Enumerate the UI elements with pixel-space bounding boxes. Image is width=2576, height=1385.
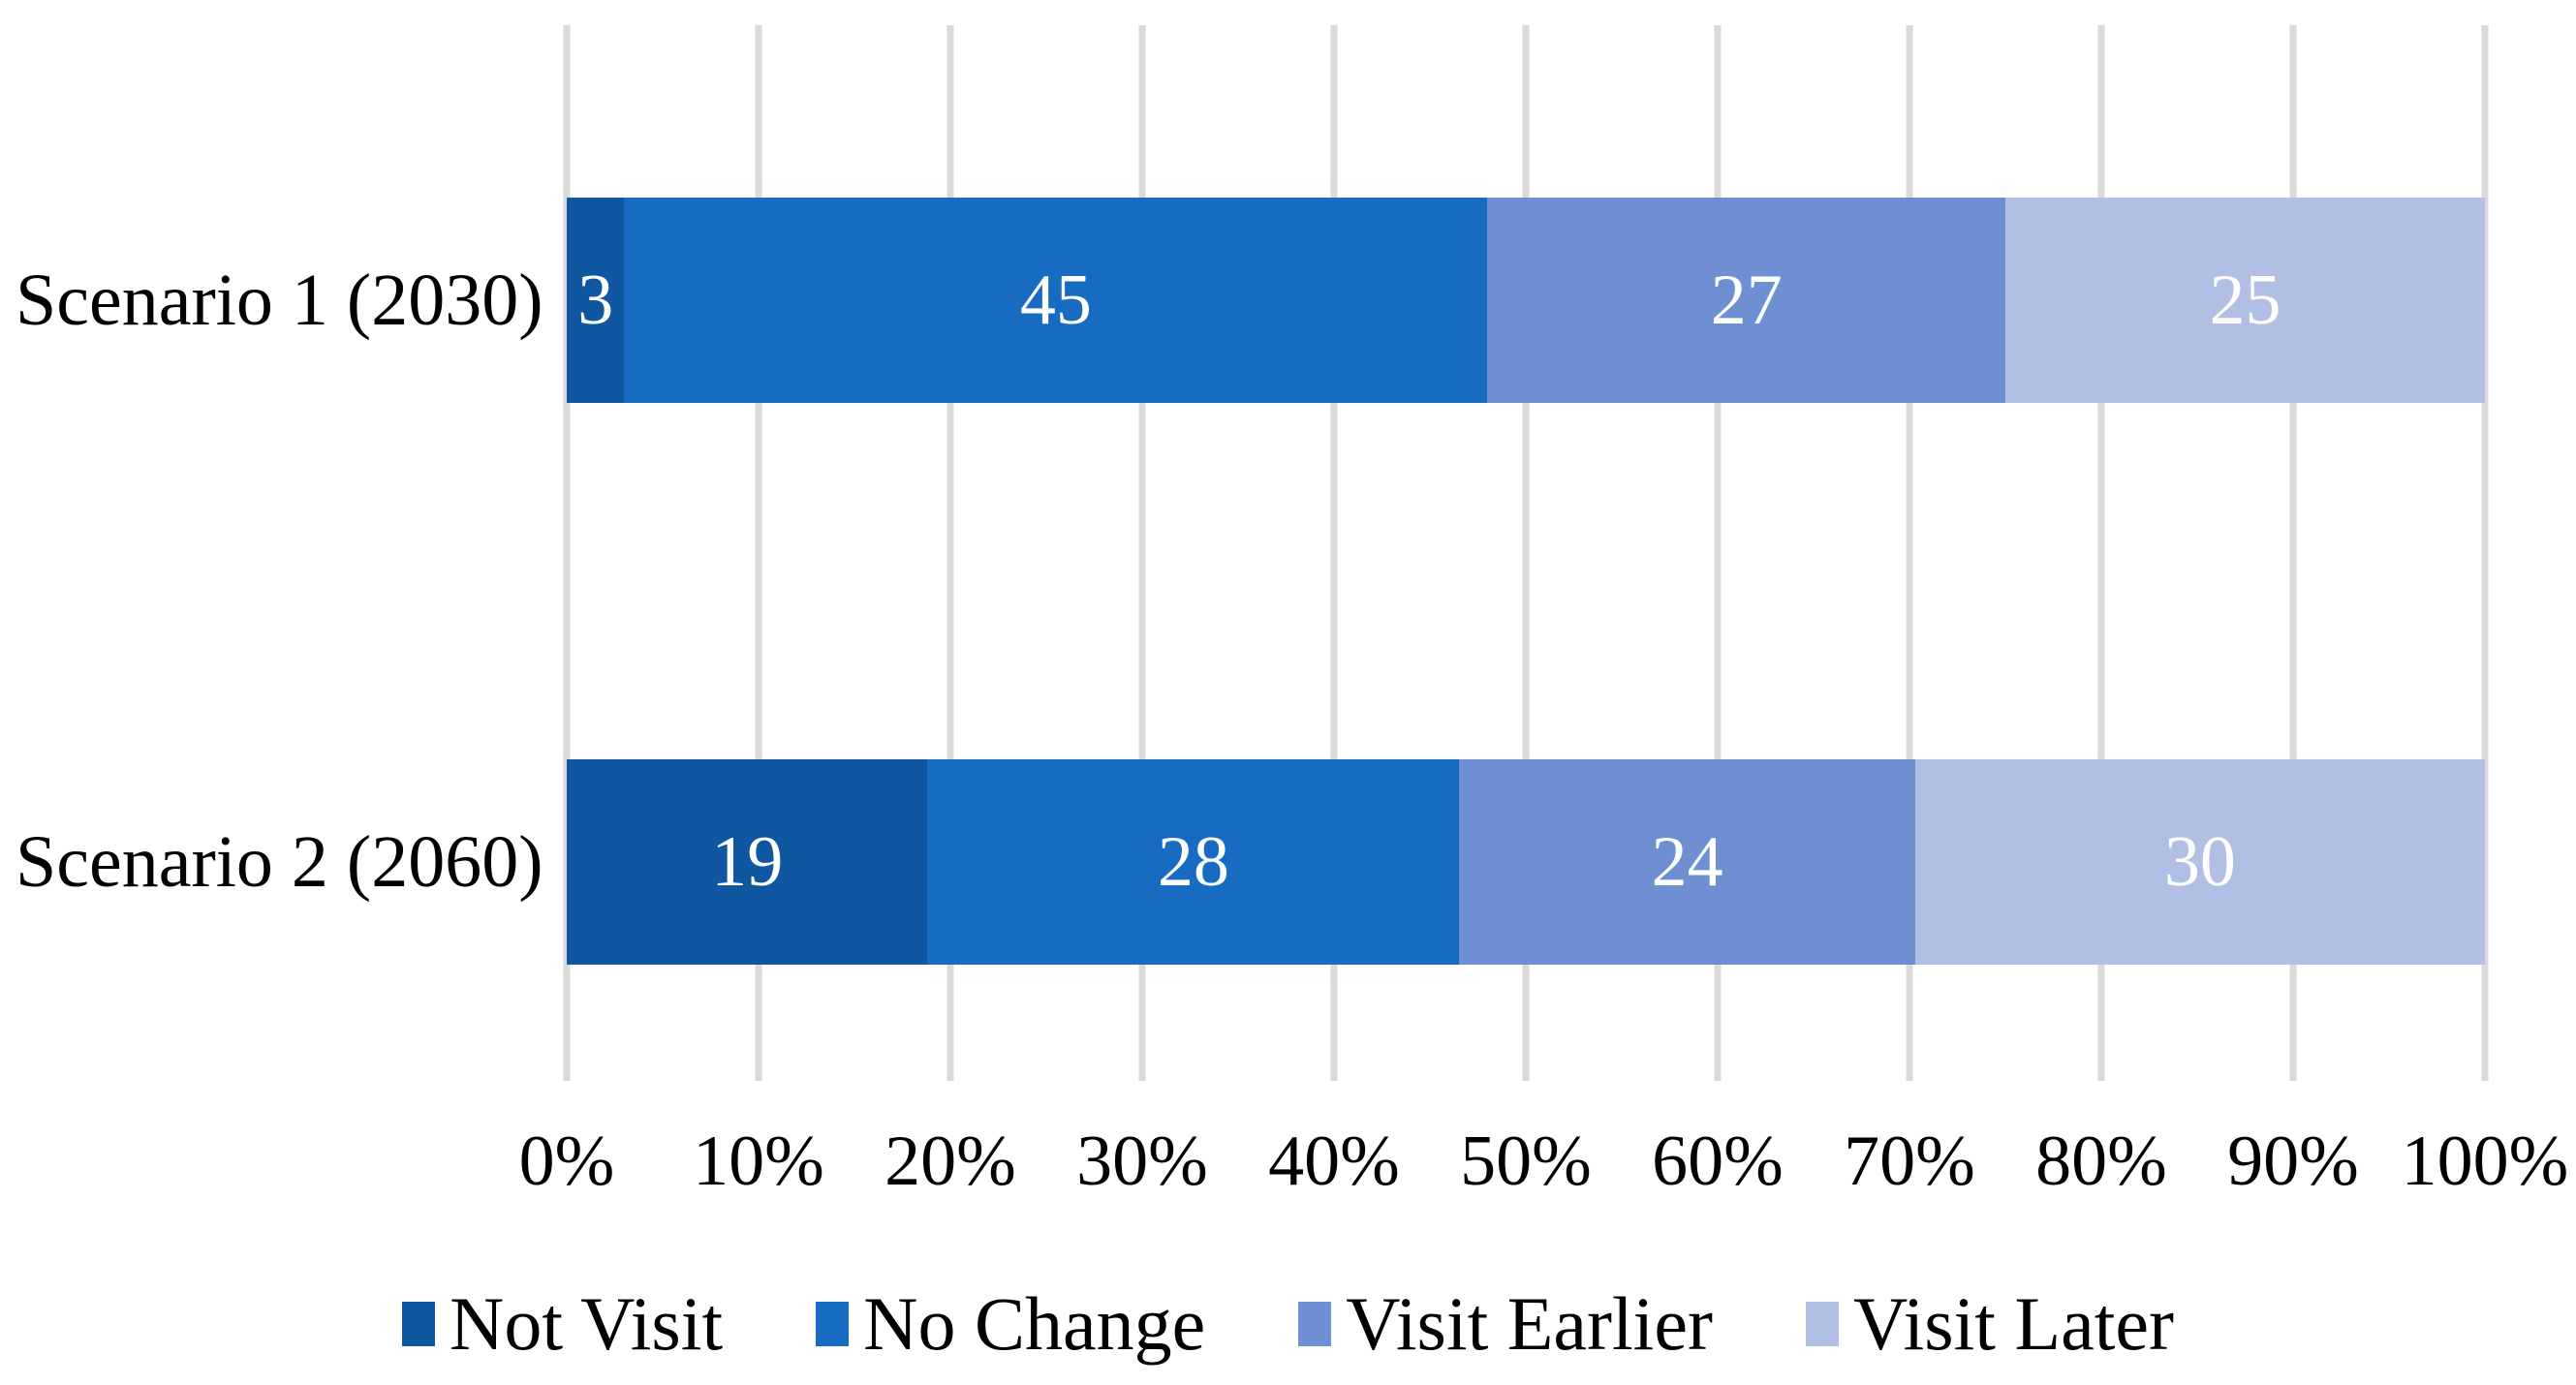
bar-row-scenario-1-2030-: Scenario 1 (2030) 3 45 27 25 [0,198,2485,403]
bar-row-scenario-2-2060-: Scenario 2 (2060) 19 28 24 30 [0,759,2485,965]
bar-segment-visit-later: 30 [1914,759,2485,965]
legend-item-visit-earlier: Visit Earlier [1298,1286,1713,1362]
legend-item-not-visit: Not Visit [402,1286,723,1362]
gridline-70 [1906,25,1913,1081]
x-axis-tick-label-0: 0% [518,1122,615,1201]
bar-segment-no-change: 45 [624,198,1488,403]
x-axis-tick-label-50: 50% [1460,1122,1592,1201]
gridline-40 [1330,25,1338,1081]
legend-item-no-change: No Change [816,1286,1205,1362]
plot-area [563,25,2489,1081]
bar-value-label: 45 [1019,261,1092,340]
bar-segment-not-visit: 3 [567,198,625,403]
stacked-bar-scenario-2-2060-: 19 28 24 30 [567,759,2485,965]
gridline-80 [2097,25,2105,1081]
bar-value-label: 28 [1157,822,1229,902]
x-axis-tick-label-70: 70% [1844,1122,1975,1201]
legend-swatch-icon [1298,1302,1332,1346]
bar-value-label: 27 [1710,261,1783,340]
gridline-90 [2289,25,2297,1081]
category-label-scenario-1-2030-: Scenario 1 (2030) [16,260,543,341]
bar-segment-visit-earlier: 24 [1459,759,1915,965]
gridline-100 [2481,25,2489,1081]
legend: Not Visit No Change Visit Earlier Visit Lat… [0,1286,2576,1362]
bar-value-label: 30 [2163,822,2236,902]
gridline-50 [1522,25,1530,1081]
stacked-bar-scenario-1-2030-: 3 45 27 25 [567,198,2485,403]
x-axis-tick-label-90: 90% [2227,1122,2359,1201]
gridline-10 [755,25,762,1081]
bar-segment-not-visit: 19 [567,759,928,965]
gridline-30 [1138,25,1146,1081]
bar-value-label: 19 [711,822,784,902]
x-axis-tick-label-100: 100% [2401,1122,2569,1201]
bar-segment-visit-earlier: 27 [1487,198,2005,403]
legend-item-visit-later: Visit Later [1805,1281,2174,1366]
x-axis-tick-label-30: 30% [1076,1122,1208,1201]
bar-value-label: 25 [2209,261,2281,340]
bar-rows-layer: Scenario 1 (2030) 3 45 27 25 Scenario 2 (2060… [0,198,2485,965]
gridline-0 [563,25,571,1081]
legend-swatch-icon [402,1302,436,1346]
legend-swatch-icon [1805,1302,1839,1346]
legend-label: No Change [863,1281,1206,1366]
legend-swatch-icon [816,1302,850,1346]
bar-value-label: 24 [1651,822,1723,902]
bar-value-label: 3 [577,261,614,340]
bar-segment-no-change: 28 [927,759,1460,965]
legend-label: Not Visit [450,1281,724,1366]
gridline-60 [1714,25,1722,1081]
x-axis-tick-label-80: 80% [2035,1122,2167,1201]
x-axis-tick-label-40: 40% [1268,1122,1400,1201]
legend-label: Visit Later [1852,1281,2174,1366]
x-axis-tick-label-20: 20% [885,1122,1016,1201]
gridline-20 [947,25,954,1081]
category-label-scenario-2-2060-: Scenario 2 (2060) [16,821,543,903]
x-axis-tick-label-10: 10% [693,1122,824,1201]
x-axis-tick-label-60: 60% [1652,1122,1784,1201]
bar-segment-visit-later: 25 [2004,198,2485,403]
x-axis: 0% 10% 20% 30% 40% 50% 60% 70% 80% 90% 100% [0,1125,2576,1222]
legend-label: Visit Earlier [1346,1281,1713,1366]
